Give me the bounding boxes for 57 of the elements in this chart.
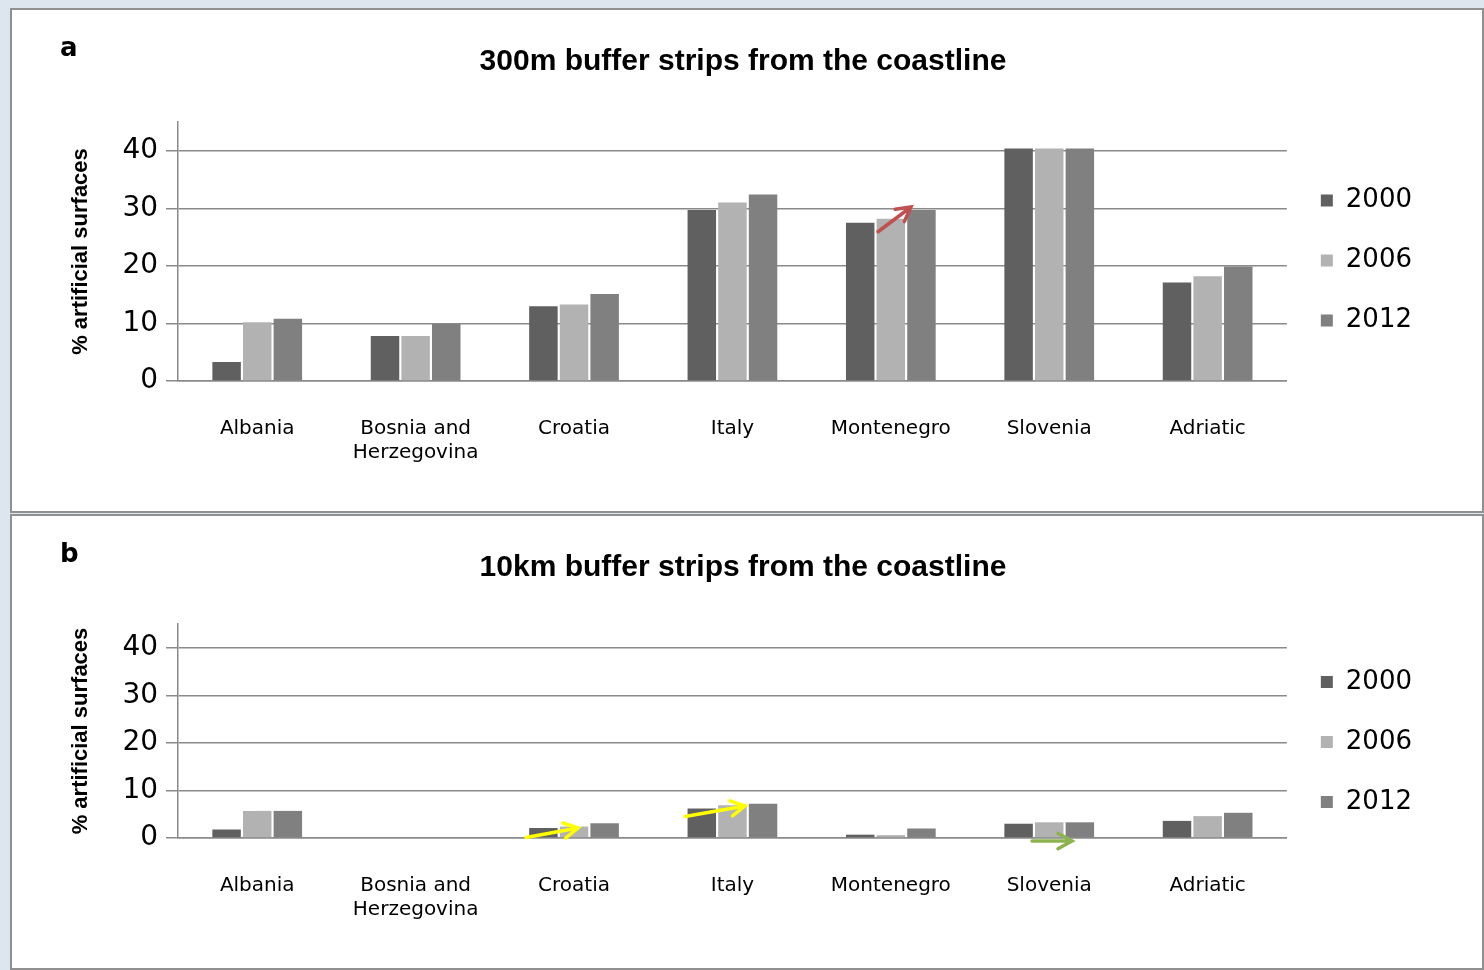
bar (1162, 820, 1192, 838)
bar (559, 304, 589, 381)
y-tick-label: 20 (122, 247, 159, 281)
y-tick-label: 20 (122, 724, 159, 758)
bar (1162, 282, 1192, 381)
y-tick-label: 30 (122, 676, 159, 710)
bar (242, 322, 272, 381)
x-tick-label: Montenegro (830, 415, 951, 440)
y-axis-title: % artificial surfaces (67, 148, 93, 355)
chart-title: 300m buffer strips from the coastline (479, 43, 1007, 77)
bar (1193, 276, 1222, 381)
bar (529, 306, 558, 381)
y-tick-label: 40 (122, 132, 159, 166)
bar (1034, 148, 1064, 381)
bar (1193, 816, 1222, 838)
text: a (60, 31, 78, 62)
bar (718, 202, 747, 381)
bar (1004, 148, 1033, 381)
y-tick-label: 0 (140, 819, 159, 853)
chart-title: 10km buffer strips from the coastline (479, 549, 1007, 583)
x-tick-label: Italy (710, 872, 755, 897)
x-tick-label: Croatia (538, 872, 610, 897)
bar (687, 210, 717, 381)
y-tick-label: 10 (122, 771, 159, 805)
bar (212, 829, 241, 838)
x-tick-label: Slovenia (1006, 872, 1092, 897)
y-tick-label: 0 (140, 362, 159, 396)
bar (370, 336, 400, 381)
bar (242, 810, 272, 838)
x-tick-label: Slovenia (1006, 415, 1092, 440)
x-tick-label: Adriatic (1169, 415, 1246, 440)
legend-label: 2012 (1345, 784, 1412, 815)
bar (876, 835, 906, 838)
legend-label: 2000 (1345, 183, 1412, 214)
x-tick-label: Bosnia and Herzegovina (352, 872, 479, 921)
bar (212, 362, 241, 381)
legend-label: 2006 (1345, 243, 1412, 274)
y-axis-title: % artificial surfaces (67, 627, 93, 835)
y-tick-label: 10 (122, 304, 159, 338)
x-tick-label: Albania (219, 872, 295, 897)
bar (1004, 823, 1033, 838)
x-tick-label: Bosnia and Herzegovina (352, 415, 479, 464)
bar (845, 222, 875, 381)
legend-label: 2000 (1345, 664, 1412, 695)
x-tick-label: Italy (710, 415, 755, 440)
x-tick-label: Croatia (538, 415, 610, 440)
x-tick-label: Albania (219, 415, 295, 440)
bar (876, 218, 906, 381)
x-tick-label: Adriatic (1169, 872, 1246, 897)
bar (1034, 822, 1064, 838)
bar (401, 336, 430, 381)
legend-label: 2006 (1345, 724, 1412, 755)
y-tick-label: 40 (122, 629, 159, 663)
x-tick-label: Montenegro (830, 872, 951, 897)
y-tick-label: 30 (122, 189, 159, 223)
text: b (60, 537, 79, 568)
legend-label: 2012 (1345, 303, 1412, 334)
